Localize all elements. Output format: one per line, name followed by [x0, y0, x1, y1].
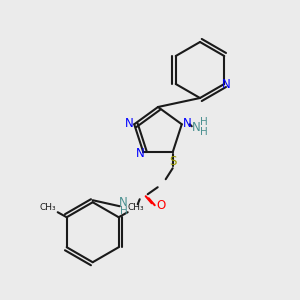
Text: H: H [200, 127, 208, 137]
Text: N: N [222, 77, 231, 91]
Text: O: O [156, 199, 165, 212]
Text: N: N [136, 147, 145, 160]
Text: CH₃: CH₃ [128, 203, 144, 212]
Text: N: N [182, 117, 191, 130]
Text: N: N [125, 117, 134, 130]
Text: H: H [120, 206, 128, 216]
Text: S: S [169, 155, 176, 168]
Text: N: N [119, 196, 128, 209]
Text: N: N [191, 121, 200, 134]
Text: CH₃: CH₃ [39, 203, 56, 212]
Text: H: H [200, 117, 208, 127]
